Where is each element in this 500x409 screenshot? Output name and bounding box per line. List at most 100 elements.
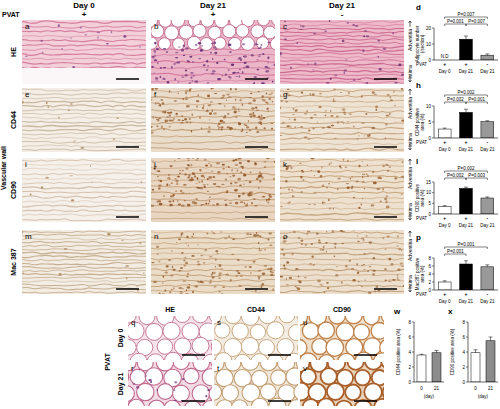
stain-spot xyxy=(85,34,88,35)
stain-spot xyxy=(163,48,166,50)
stain-spot xyxy=(362,173,366,175)
stain-spot xyxy=(272,288,274,291)
stain-spot xyxy=(323,246,325,249)
adipocyte xyxy=(151,37,157,49)
adipocyte xyxy=(173,385,190,402)
stain-spot xyxy=(206,110,209,112)
stain-spot xyxy=(367,175,369,176)
stain-spot xyxy=(397,279,401,280)
stain-spot xyxy=(308,204,310,205)
stain-spot xyxy=(326,82,330,83)
stain-spot xyxy=(45,177,49,179)
stain-spot xyxy=(403,285,404,287)
adipocyte xyxy=(174,338,191,355)
adipocyte xyxy=(187,36,201,50)
tissue-fiber xyxy=(151,237,275,239)
stain-spot xyxy=(182,288,183,289)
stain-spot xyxy=(175,52,179,53)
stain-spot xyxy=(238,122,240,125)
stain-spot xyxy=(387,170,389,172)
stain-spot xyxy=(199,169,202,171)
stain-spot xyxy=(242,129,244,132)
stain-spot xyxy=(151,66,154,68)
stain-spot xyxy=(301,92,303,94)
stain-spot xyxy=(196,105,197,108)
stain-spot xyxy=(337,178,340,180)
tissue-fiber xyxy=(280,208,404,210)
adipocyte xyxy=(374,399,384,406)
adipocyte xyxy=(173,362,189,370)
stain-spot xyxy=(181,233,183,236)
stain-spot xyxy=(198,181,200,183)
stain-spot xyxy=(251,192,254,193)
stain-spot xyxy=(157,119,159,122)
tick-label: 0 xyxy=(462,380,465,385)
stain-spot xyxy=(357,271,359,274)
stain-spot xyxy=(309,263,313,264)
category-label: Day 21 xyxy=(480,147,495,152)
stain-spot xyxy=(160,67,162,69)
comparison-bracket xyxy=(466,178,487,180)
stain-spot xyxy=(347,121,349,122)
adipocyte xyxy=(231,400,247,406)
comparison-bracket xyxy=(445,24,466,26)
stain-spot xyxy=(322,185,324,188)
stain-spot xyxy=(186,236,188,238)
tissue-fiber xyxy=(280,90,404,92)
stain-spot xyxy=(369,134,371,136)
tissue-fiber xyxy=(151,61,275,63)
figure: Day 0+Day 21+Day 21-PVATVascular wallHEa… xyxy=(0,0,500,409)
tissue-fiber xyxy=(151,54,275,56)
stain-spot xyxy=(337,121,340,123)
bar xyxy=(460,112,473,138)
adipocyte xyxy=(146,323,163,340)
stain-spot xyxy=(256,110,259,111)
adipocyte xyxy=(348,362,364,370)
stain-spot xyxy=(255,290,257,292)
tissue-fiber xyxy=(280,242,404,244)
stain-spot xyxy=(266,199,269,200)
stain-spot xyxy=(313,33,316,35)
x-axis xyxy=(414,382,444,383)
stain-spot xyxy=(223,117,227,119)
stain-spot xyxy=(330,110,331,112)
tick-label: 20 xyxy=(426,26,432,31)
tick-label: 5 xyxy=(428,120,431,125)
stain-spot xyxy=(362,49,364,52)
stain-spot xyxy=(327,126,331,128)
stain-spot xyxy=(343,123,344,124)
stain-spot xyxy=(168,259,171,261)
stain-spot xyxy=(191,236,193,238)
tissue-fiber xyxy=(151,253,275,255)
tissue-fiber xyxy=(22,238,146,240)
category-label: Day 21 xyxy=(459,299,474,304)
stain-spot xyxy=(212,58,213,60)
tissue-fiber xyxy=(22,62,146,64)
stain-spot xyxy=(192,158,194,159)
panel-letter: b xyxy=(154,22,159,31)
adipocyte xyxy=(202,369,212,386)
stain-spot xyxy=(186,121,188,123)
row-label: CD90 xyxy=(10,181,17,199)
stain-spot xyxy=(252,112,254,114)
stain-spot xyxy=(97,37,99,39)
tissue-fiber xyxy=(151,103,275,105)
tissue-fiber xyxy=(280,291,404,293)
stain-spot xyxy=(268,194,270,196)
error-bar xyxy=(435,351,439,353)
stain-spot xyxy=(258,115,261,118)
stain-spot xyxy=(197,244,199,245)
stain-spot xyxy=(273,178,275,180)
stain-spot xyxy=(345,265,348,267)
stain-spot xyxy=(263,161,267,162)
stain-spot xyxy=(196,159,199,160)
bar xyxy=(481,55,494,60)
stain-spot xyxy=(306,110,307,112)
stain-spot xyxy=(296,109,298,110)
stain-spot xyxy=(286,278,287,281)
stain-spot xyxy=(183,55,185,56)
panel-letter: j xyxy=(153,160,156,169)
stain-spot xyxy=(365,82,368,84)
stain-spot xyxy=(375,286,378,288)
tissue-fiber xyxy=(280,78,404,80)
